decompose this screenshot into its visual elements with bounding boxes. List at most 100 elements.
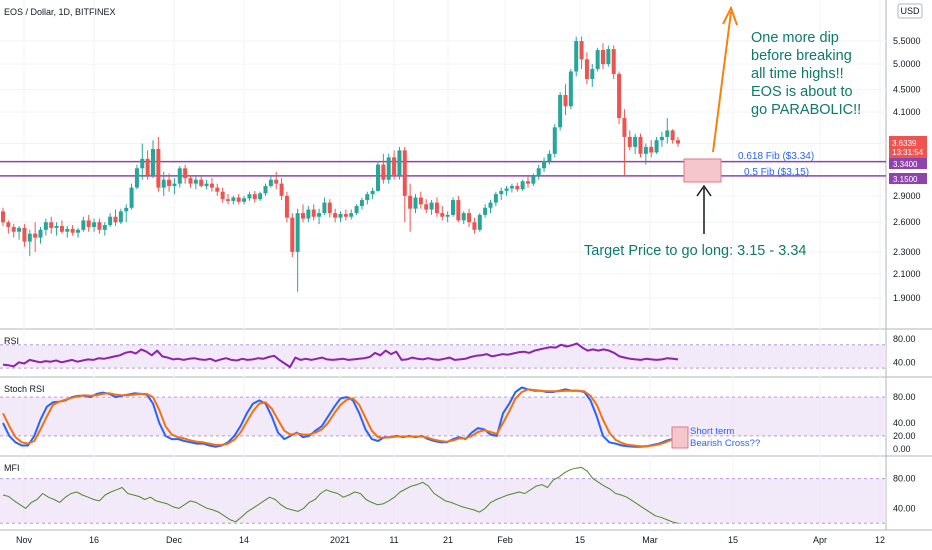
candle-body: [86, 220, 91, 227]
y-tick-label: 5.0000: [893, 59, 921, 69]
candle-body: [622, 118, 627, 137]
y-axis: 5.50005.00004.50004.10003.60002.90002.60…: [893, 36, 921, 513]
indicator-bands: [0, 344, 886, 524]
x-tick-label: 21: [443, 535, 453, 545]
candle-body: [370, 190, 375, 195]
candle-body: [365, 194, 370, 201]
black-arrow-icon: [696, 184, 712, 234]
price-label: 3.6339: [892, 139, 917, 148]
candle-body: [418, 197, 423, 205]
candle-body: [338, 214, 343, 218]
candle-body: [124, 207, 129, 212]
candle-body: [215, 187, 220, 192]
headline-line: all time highs!!: [751, 66, 844, 82]
candle-body: [413, 197, 418, 209]
candle-body: [252, 194, 257, 200]
candle-body: [17, 227, 22, 232]
candle-body: [627, 136, 632, 147]
candle-body: [670, 130, 675, 141]
candle-body: [376, 164, 380, 191]
candle-body: [161, 179, 166, 188]
candle-body: [108, 216, 113, 226]
candle-body: [392, 157, 397, 176]
indicator-lines: [2, 342, 679, 524]
candle-body: [301, 213, 305, 219]
candle-body: [451, 200, 455, 215]
candle-body: [242, 198, 247, 202]
candle-body: [92, 222, 97, 227]
y-tick-label: 40.00: [893, 418, 916, 428]
candle-body: [81, 220, 86, 230]
candle-body: [424, 204, 429, 210]
candle-body: [193, 179, 198, 184]
candle-body: [504, 188, 509, 191]
y-tick-label: 5.5000: [893, 36, 921, 46]
mfi-title: MFI: [4, 463, 20, 473]
candle-body: [601, 50, 605, 65]
level-label: 3.3400: [893, 160, 918, 169]
currency-label: USD: [900, 6, 920, 16]
x-tick-label: 2021: [330, 535, 350, 545]
candle-body: [188, 178, 193, 184]
candle-body: [295, 213, 300, 252]
candle-body: [381, 164, 386, 180]
candle-body: [633, 136, 638, 147]
x-tick-label: Nov: [16, 535, 33, 545]
target-price-note: Target Price to go long: 3.15 - 3.34: [584, 243, 806, 259]
rsi-line: [2, 342, 679, 368]
headline-annotation: One more dip before breaking all time hi…: [751, 30, 861, 118]
cross-note-line: Bearish Cross??: [690, 438, 760, 449]
candle-body: [54, 225, 59, 228]
rsi-title: RSI: [4, 336, 19, 346]
candle-body: [49, 222, 54, 228]
candle-body: [499, 190, 504, 195]
candle-body: [568, 71, 573, 107]
indicator-band: [0, 478, 886, 524]
candle-body: [70, 228, 75, 233]
candle-body: [408, 195, 413, 209]
candle-body: [151, 148, 155, 176]
candle-body: [579, 41, 584, 60]
x-tick-label: Apr: [813, 535, 827, 545]
candle-body: [11, 226, 16, 232]
candle-body: [584, 59, 589, 80]
level-badge-334: 3.3400: [889, 158, 927, 169]
candle-body: [558, 95, 563, 128]
x-tick-label: 15: [575, 535, 585, 545]
candle-body: [477, 214, 482, 230]
candle-body: [467, 213, 472, 223]
candle-body: [456, 200, 461, 221]
headline-line: go PARABOLIC!!: [751, 102, 861, 118]
candle-body: [536, 168, 541, 176]
candle-body: [274, 179, 279, 184]
stoch-rsi-line: [2, 388, 679, 448]
price-badge: 3.6339 13:31:54: [889, 136, 927, 158]
orange-arrow-icon: [712, 5, 738, 153]
candle-body: [220, 191, 225, 200]
candle-body: [172, 183, 177, 187]
candle-body: [209, 183, 214, 188]
candle-body: [226, 199, 230, 201]
y-tick-label: 0.00: [893, 444, 911, 454]
candle-body: [311, 209, 316, 217]
chart-frame: [0, 0, 932, 531]
candle-body: [156, 148, 161, 188]
candle-body: [327, 202, 332, 214]
y-tick-label: 2.3000: [893, 247, 921, 257]
x-tick-label: 16: [89, 535, 99, 545]
candle-body: [617, 73, 622, 119]
candle-body: [306, 209, 311, 219]
y-tick-label: 2.1000: [893, 269, 921, 279]
y-tick-label: 80.00: [893, 474, 916, 484]
currency-button[interactable]: USD: [897, 3, 923, 19]
candle-body: [665, 130, 670, 137]
candle-body: [606, 49, 611, 65]
candle-body: [488, 202, 493, 208]
candle-body: [574, 41, 579, 72]
candle-body: [129, 187, 134, 208]
y-tick-label: 4.5000: [893, 85, 921, 95]
candle-body: [65, 228, 70, 232]
candle-body: [333, 213, 338, 218]
candle-body: [402, 150, 407, 196]
candle-body: [279, 183, 284, 196]
